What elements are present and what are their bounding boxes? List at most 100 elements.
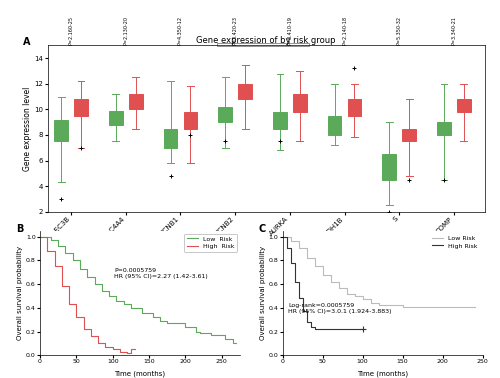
High Risk: [348, 327, 354, 332]
Text: P=8.410-19: P=8.410-19: [288, 17, 292, 45]
High Risk: [344, 327, 349, 332]
Text: P=3.420-23: P=3.420-23: [232, 16, 237, 45]
High Risk: [316, 327, 322, 332]
Low  Risk: [77, 266, 83, 271]
Low Risk: [304, 256, 310, 260]
High Risk: [340, 327, 345, 332]
High  Risk: [102, 345, 108, 349]
Low  Risk: [208, 333, 214, 338]
Low  Risk: [92, 282, 98, 286]
High Risk: [336, 327, 342, 332]
Low Risk: [392, 303, 398, 308]
Low Risk: [320, 272, 326, 277]
PathPatch shape: [238, 84, 252, 99]
Low  Risk: [157, 319, 163, 323]
PathPatch shape: [457, 99, 470, 112]
Text: A: A: [24, 37, 31, 47]
Low  Risk: [120, 302, 126, 307]
PathPatch shape: [164, 129, 177, 148]
Low Risk: [400, 304, 406, 309]
Low Risk: [296, 246, 302, 251]
High  Risk: [37, 234, 43, 239]
High  Risk: [128, 347, 134, 352]
Low  Risk: [62, 251, 68, 256]
Low  Risk: [37, 234, 43, 239]
PathPatch shape: [184, 112, 198, 129]
High Risk: [284, 246, 290, 251]
Low Risk: [280, 234, 285, 239]
High Risk: [332, 327, 338, 332]
High Risk: [352, 327, 358, 332]
High Risk: [320, 327, 326, 332]
Line: Low  Risk: Low Risk: [40, 237, 236, 344]
PathPatch shape: [74, 99, 88, 116]
High  Risk: [44, 248, 51, 253]
High Risk: [292, 279, 298, 284]
Low Risk: [432, 304, 438, 309]
High Risk: [308, 325, 314, 329]
Low  Risk: [99, 289, 105, 293]
Low Risk: [472, 304, 478, 309]
PathPatch shape: [54, 119, 68, 141]
Low  Risk: [139, 310, 145, 315]
Line: High Risk: High Risk: [282, 237, 362, 329]
PathPatch shape: [402, 129, 416, 141]
Low  Risk: [48, 238, 54, 242]
PathPatch shape: [437, 122, 451, 135]
Low Risk: [416, 304, 422, 309]
Low Risk: [384, 303, 390, 308]
Text: P=2.160-25: P=2.160-25: [68, 16, 73, 45]
Low Risk: [336, 285, 342, 290]
Y-axis label: Overall survival probability: Overall survival probability: [17, 246, 23, 340]
PathPatch shape: [328, 116, 342, 135]
Low  Risk: [182, 325, 188, 329]
PathPatch shape: [109, 111, 122, 125]
Low  Risk: [234, 341, 239, 346]
High  Risk: [110, 347, 116, 352]
Text: P=2.140-18: P=2.140-18: [342, 16, 347, 45]
Y-axis label: Overall survival probability: Overall survival probability: [260, 246, 266, 340]
Y-axis label: Gene expression level: Gene expression level: [22, 86, 32, 171]
High  Risk: [66, 302, 72, 307]
PathPatch shape: [273, 112, 287, 129]
Low Risk: [288, 239, 294, 243]
High Risk: [300, 309, 306, 314]
Low Risk: [328, 279, 334, 284]
High  Risk: [95, 341, 101, 346]
Line: High  Risk: High Risk: [40, 237, 134, 353]
Title: Gene expression of by risk group: Gene expression of by risk group: [196, 36, 336, 45]
Text: P=2.130-20: P=2.130-20: [124, 16, 128, 45]
Bar: [216, 43, 308, 46]
Text: P=5.350-32: P=5.350-32: [396, 16, 402, 45]
Text: P=4.350-12: P=4.350-12: [178, 16, 183, 45]
Low  Risk: [197, 330, 203, 335]
Text: C: C: [258, 224, 266, 234]
High Risk: [296, 296, 302, 301]
High Risk: [304, 320, 310, 324]
Line: Low Risk: Low Risk: [282, 237, 474, 307]
Low  Risk: [150, 315, 156, 319]
Low Risk: [464, 304, 469, 309]
Low Risk: [368, 301, 374, 305]
Text: P=0.0005759
HR (95% CI)=2.27 (1.42-3.61): P=0.0005759 HR (95% CI)=2.27 (1.42-3.61): [114, 268, 208, 279]
Low  Risk: [222, 336, 228, 341]
Text: B: B: [16, 224, 24, 234]
High  Risk: [88, 334, 94, 339]
Low  Risk: [106, 294, 112, 298]
X-axis label: Time (months): Time (months): [357, 370, 408, 376]
Low Risk: [376, 303, 382, 308]
Text: P=3.340-21: P=3.340-21: [452, 16, 456, 45]
Low Risk: [352, 294, 358, 298]
Low  Risk: [230, 341, 235, 346]
PathPatch shape: [348, 99, 362, 116]
Low Risk: [360, 297, 366, 302]
Legend: Low Risk, High Risk: Low Risk, High Risk: [430, 234, 480, 251]
Text: Log-rank=0.0005759
HR (95% CI)=3.0.1 (1.924-3.883): Log-rank=0.0005759 HR (95% CI)=3.0.1 (1.…: [288, 303, 392, 314]
Low Risk: [456, 304, 462, 309]
Low Risk: [448, 304, 454, 309]
Low  Risk: [114, 298, 119, 303]
Legend: Low  Risk, High  Risk: Low Risk, High Risk: [184, 234, 237, 252]
PathPatch shape: [293, 94, 306, 112]
PathPatch shape: [129, 94, 142, 109]
Low  Risk: [84, 275, 90, 279]
